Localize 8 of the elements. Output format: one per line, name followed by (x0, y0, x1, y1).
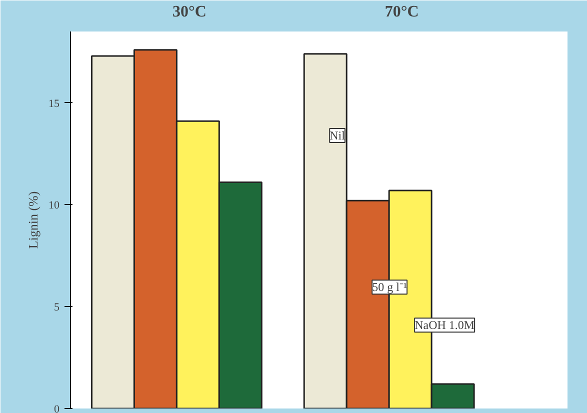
series-label: 50 g l⁻¹ (372, 280, 408, 294)
y-tick-label: 10 (48, 200, 60, 212)
y-tick-label: 15 (48, 98, 60, 110)
y-tick-label: 0 (54, 404, 60, 413)
y-tick-label: 5 (54, 302, 60, 314)
x-tick-label: 30°C (172, 4, 206, 20)
x-tick-label: 70°C (384, 4, 419, 20)
y-axis-title: Lignin (%) (26, 191, 40, 249)
